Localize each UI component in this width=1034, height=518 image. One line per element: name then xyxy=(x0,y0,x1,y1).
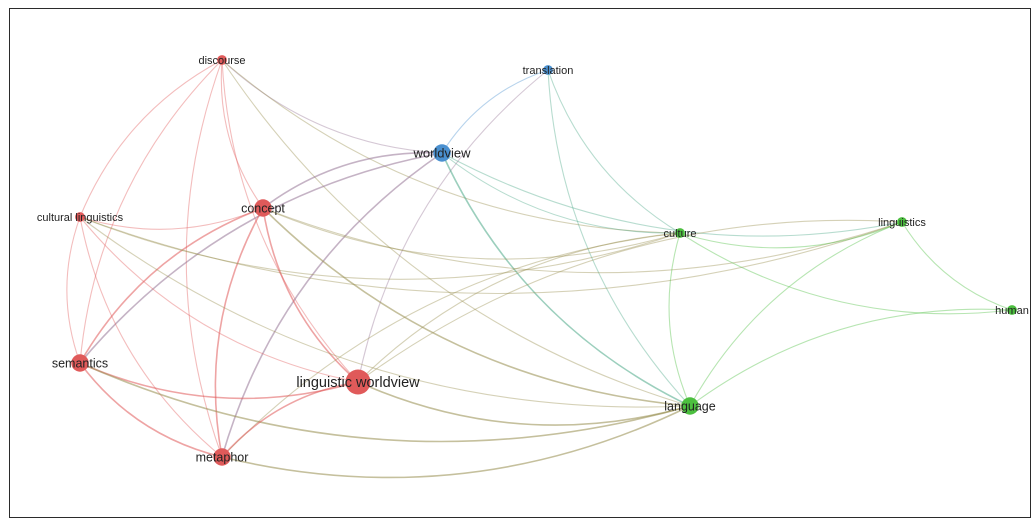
edge-worldview-language xyxy=(441,152,691,407)
edge-concept-metaphor xyxy=(214,207,264,458)
edge-layer xyxy=(66,59,1013,479)
edge-discourse-semantics xyxy=(79,59,223,364)
edge-translation-culture xyxy=(547,69,681,234)
node-label-metaphor: metaphor xyxy=(196,451,249,465)
edge-cultural-linguistics-linguistic-worldview xyxy=(79,216,359,383)
node-label-linguistics: linguistics xyxy=(878,217,926,229)
label-layer: discourse translation worldview concept cult… xyxy=(37,55,1029,465)
node-cultural-linguistics[interactable] xyxy=(75,212,85,222)
edge-linguistics-language xyxy=(689,221,903,407)
edge-cultural-linguistics-metaphor xyxy=(79,216,223,458)
edge-concept-linguistics xyxy=(262,207,903,274)
node-linguistic-worldview[interactable] xyxy=(345,369,371,395)
edge-cultural-linguistics-language xyxy=(79,216,691,408)
network-frame xyxy=(9,8,1031,518)
edge-discourse-metaphor xyxy=(185,59,223,458)
edge-culture-human xyxy=(679,232,1013,315)
edge-cultural-linguistics-linguistics xyxy=(79,216,903,295)
edge-metaphor-language xyxy=(221,405,691,479)
edge-worldview-metaphor xyxy=(221,152,443,458)
edge-discourse-linguistic-worldview xyxy=(221,59,359,383)
node-layer xyxy=(71,55,1017,466)
edge-translation-language xyxy=(547,69,691,407)
edge-translation-linguistic-worldview xyxy=(357,69,549,383)
edge-worldview-linguistics xyxy=(441,152,903,237)
node-label-cultural-linguistics: cultural linguistics xyxy=(37,212,124,224)
node-linguistics[interactable] xyxy=(897,217,907,227)
edge-culture-language xyxy=(668,232,691,407)
edge-culture-metaphor xyxy=(221,232,681,458)
node-language[interactable] xyxy=(681,397,699,415)
edge-human-language xyxy=(689,308,1013,407)
edge-linguistics-linguistic-worldview xyxy=(357,219,903,383)
node-discourse[interactable] xyxy=(217,55,227,65)
edge-concept-semantics xyxy=(79,207,264,364)
node-translation[interactable] xyxy=(543,65,553,75)
edge-semantics-metaphor xyxy=(79,362,223,458)
edge-worldview-culture xyxy=(441,152,681,234)
edge-discourse-culture xyxy=(221,59,681,234)
edge-concept-linguistic-worldview xyxy=(262,207,359,383)
edge-cultural-linguistics-culture xyxy=(79,216,681,280)
edge-linguistic-worldview-language xyxy=(357,381,691,426)
node-culture[interactable] xyxy=(675,228,685,238)
node-label-discourse: discourse xyxy=(198,55,245,67)
node-label-concept: concept xyxy=(241,202,285,216)
edge-cultural-linguistics-concept xyxy=(79,207,264,230)
edge-concept-culture xyxy=(262,207,681,260)
edge-culture-linguistic-worldview xyxy=(357,232,681,383)
node-semantics[interactable] xyxy=(71,354,89,372)
node-label-translation: translation xyxy=(523,65,574,77)
node-label-semantics: semantics xyxy=(52,357,108,371)
edge-discourse-cultural-linguistics xyxy=(79,59,223,218)
node-metaphor[interactable] xyxy=(213,448,231,466)
node-label-culture: culture xyxy=(663,228,696,240)
node-label-worldview: worldview xyxy=(412,146,471,161)
edge-worldview-concept xyxy=(262,151,443,209)
edge-concept-language xyxy=(262,207,691,407)
node-worldview[interactable] xyxy=(433,144,451,162)
edge-discourse-worldview xyxy=(221,59,443,154)
edge-culture-linguistics xyxy=(679,221,903,249)
edge-linguistics-human xyxy=(901,221,1013,311)
node-label-linguistic-worldview: linguistic worldview xyxy=(296,375,420,391)
edge-worldview-semantics xyxy=(79,152,443,364)
edge-discourse-concept xyxy=(220,59,264,209)
edge-translation-worldview xyxy=(441,69,549,154)
edge-discourse-language xyxy=(221,59,691,407)
node-label-language: language xyxy=(664,400,715,414)
edge-linguistic-worldview-metaphor xyxy=(221,381,359,458)
edge-semantics-language xyxy=(79,362,691,443)
node-label-human: human xyxy=(995,305,1029,317)
node-human[interactable] xyxy=(1007,305,1017,315)
edge-cultural-linguistics-semantics xyxy=(66,216,81,364)
node-concept[interactable] xyxy=(254,199,272,217)
